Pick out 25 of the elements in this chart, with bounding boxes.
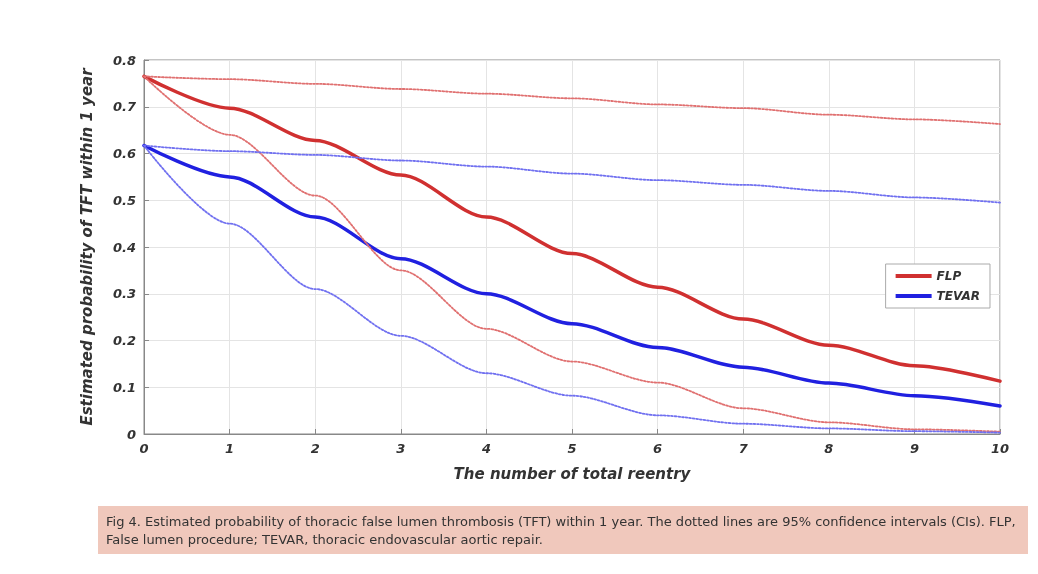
x-tick-label: 3 (396, 441, 406, 456)
x-tick-label: 0 (139, 441, 149, 456)
y-tick-label: 0.8 (112, 52, 136, 68)
y-axis-title: Estimated probability of TFT within 1 year (77, 66, 96, 426)
y-tick-label: 0.2 (112, 333, 136, 348)
y-tick-label: 0.1 (112, 379, 136, 395)
caption: Fig 4. Estimated probability of thoracic false lumen thrombosis (TFT) within 1 year. The dotted lines are 95% confidence intervals (CIs). FLP, False lumen procedure; TEVAR, thoracic endovascular aortic repair. (106, 513, 1020, 547)
x-tick-label: 10 (990, 441, 1010, 456)
x-tick-label: 1 (225, 441, 235, 456)
x-tick-label: 9 (909, 441, 919, 456)
y-tick-label: 0.6 (112, 146, 136, 161)
y-tick-label: 0.3 (112, 286, 136, 302)
x-tick-label: 5 (567, 441, 577, 456)
x-tick-label: 7 (738, 441, 749, 456)
legend-label: TEVAR (936, 289, 981, 303)
legend-label: FLP (936, 269, 962, 283)
x-axis-title: The number of total reentry (453, 464, 692, 483)
x-tick-label: 2 (310, 441, 320, 456)
x-tick-label: 4 (480, 441, 491, 456)
x-tick-label: 8 (824, 441, 834, 456)
y-tick-label: 0 (126, 426, 136, 442)
y-tick-label: 0.5 (112, 192, 136, 208)
y-tick-label: 0.4 (112, 239, 136, 255)
y-tick-label: 0.7 (112, 99, 137, 115)
x-tick-label: 6 (653, 441, 663, 456)
